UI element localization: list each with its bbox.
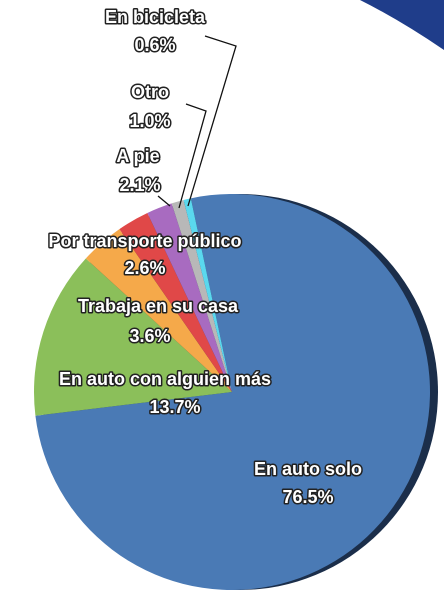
corner-decoration	[300, 0, 444, 50]
pie-slice	[35, 194, 431, 591]
slice-label: En auto con alguien más	[59, 369, 271, 389]
slice-value-label: 0.6%	[134, 35, 175, 55]
slice-value-label: 2.1%	[119, 175, 160, 195]
slice-value-label: 2.6%	[124, 258, 165, 278]
pie-slice	[147, 203, 232, 392]
slice-value-label: 1.0%	[129, 111, 170, 131]
slice-label: Por transporte público	[48, 231, 241, 251]
slice-value-label: 3.6%	[129, 326, 170, 346]
slice-label: En bicicleta	[105, 7, 206, 27]
pie-slice	[85, 229, 232, 392]
slice-value-label: 76.5%	[282, 487, 333, 507]
leader-line	[178, 103, 207, 209]
pie-slice	[34, 258, 232, 416]
leader-line	[187, 35, 237, 207]
slice-label: Otro	[131, 82, 169, 102]
slice-label: En auto solo	[254, 459, 362, 479]
leader-line	[157, 195, 171, 207]
slice-value-label: 13.7%	[149, 397, 200, 417]
slice-label: A pie	[116, 146, 159, 166]
pie-slice	[183, 198, 232, 392]
pie-slice	[171, 200, 232, 392]
pie-slice	[119, 213, 232, 392]
slice-label: Trabaja en su casa	[78, 296, 239, 316]
